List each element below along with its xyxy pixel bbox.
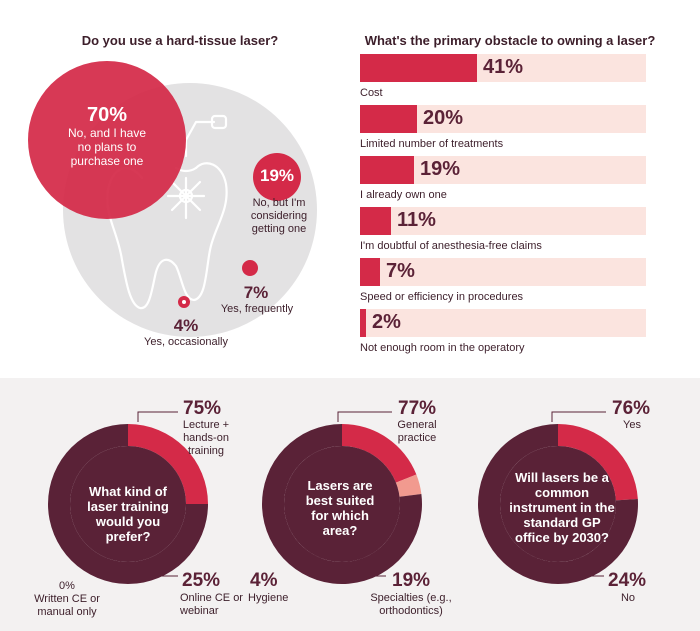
leader-line <box>357 566 386 577</box>
bar <box>360 105 417 133</box>
bar <box>360 156 414 184</box>
bar-value-label: 11% <box>397 209 436 231</box>
bar-value-label: 20% <box>423 107 464 129</box>
donut-slice <box>395 474 422 497</box>
leader-line <box>157 566 178 577</box>
donut2-label-2: Hygiene <box>248 592 289 604</box>
bar-background <box>360 258 646 286</box>
bar-category-label: Speed or efficiency in procedures <box>360 291 524 303</box>
bar-value-label: 19% <box>420 158 461 180</box>
donut2-pct-1: 19% <box>392 570 431 591</box>
donut1-pct-0: 75% <box>183 398 222 419</box>
bar-background <box>360 309 646 337</box>
bubble-19-pct: 19% <box>259 166 295 185</box>
bubble-4-pct: 4% <box>173 316 199 335</box>
bar <box>360 207 391 235</box>
donut3-question: Will lasers be a common instrument in th… <box>509 470 615 545</box>
bubble-chart <box>28 61 317 337</box>
bar-value-label: 7% <box>386 260 415 282</box>
donut1-pct-2: 0% <box>59 580 75 592</box>
tooth-icon <box>106 114 228 310</box>
bar-value-label: 41% <box>483 56 524 78</box>
bar-category-label: Not enough room in the operatory <box>360 342 525 354</box>
bubble-19 <box>253 153 301 201</box>
donut3-label-0: Yes <box>623 419 641 431</box>
bar-category-label: Cost <box>360 87 383 99</box>
donut-slice <box>342 424 417 483</box>
donut1-label-2: Written CE or manual only <box>34 593 100 618</box>
donut-slice <box>558 424 638 501</box>
donut2-question: Lasers are best suited for which area? <box>305 478 375 538</box>
donut1-label-0: Lecture + hands-on training <box>182 419 230 457</box>
bar <box>360 309 366 337</box>
leader-line <box>337 411 392 422</box>
bubble-4-label: Yes, occasionally <box>144 336 228 348</box>
donut-slice <box>128 424 208 504</box>
bubble-7-pct: 7% <box>243 283 269 302</box>
chart2-title: What's the primary obstacle to owning a … <box>364 33 656 48</box>
bubble-19-label: No, but I'm considering getting one <box>250 197 308 235</box>
donut3-pct-1: 24% <box>608 570 647 591</box>
bar-value-label: 2% <box>372 311 401 333</box>
donut2-pct-2: 4% <box>250 570 278 591</box>
bar <box>360 258 380 286</box>
bar-category-label: I'm doubtful of anesthesia-free claims <box>360 240 542 252</box>
donut2-pct-0: 77% <box>398 398 437 419</box>
donut1-label-1: Online CE or webinar <box>180 592 243 617</box>
bar <box>360 54 477 82</box>
donut2-label-0: General practice <box>397 419 437 444</box>
leader-line <box>551 411 606 422</box>
leader-line <box>137 411 178 422</box>
donut2-label-1: Specialties (e.g., orthodontics) <box>370 592 452 617</box>
donut1-pct-1: 25% <box>182 570 221 591</box>
bar-background <box>360 207 646 235</box>
bubble-7-label: Yes, frequently <box>220 303 294 315</box>
bubble-70-label: No, and I have no plans to purchase one <box>67 126 147 168</box>
donut1-question: What kind of laser training would you pr… <box>87 484 169 544</box>
chart1-title: Do you use a hard-tissue laser? <box>81 33 279 48</box>
bar-category-label: I already own one <box>360 189 447 201</box>
donut3-pct-0: 76% <box>612 398 651 419</box>
leader-line <box>579 566 604 577</box>
bubble-70 <box>28 61 186 219</box>
bar-category-label: Limited number of treatments <box>360 138 504 150</box>
bubble-70-pct: 70% <box>86 104 128 126</box>
donut-center <box>70 446 186 562</box>
donut-center <box>284 446 400 562</box>
bubble-7 <box>242 260 258 276</box>
donut3-label-1: No <box>620 592 636 604</box>
donut-center <box>500 446 616 562</box>
donut-charts <box>48 411 639 584</box>
